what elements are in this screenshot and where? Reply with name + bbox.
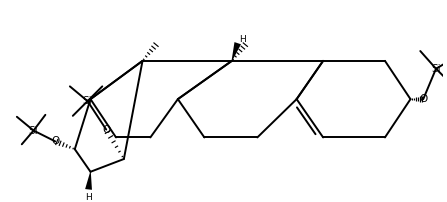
Text: H: H <box>85 193 92 202</box>
Text: O: O <box>51 136 59 146</box>
Polygon shape <box>232 42 241 61</box>
Text: H: H <box>239 35 246 44</box>
Polygon shape <box>85 172 92 190</box>
Text: O: O <box>102 125 110 135</box>
Text: Si: Si <box>431 64 441 74</box>
Text: O: O <box>419 94 427 104</box>
Text: Si: Si <box>29 126 38 136</box>
Text: Si: Si <box>83 96 93 106</box>
